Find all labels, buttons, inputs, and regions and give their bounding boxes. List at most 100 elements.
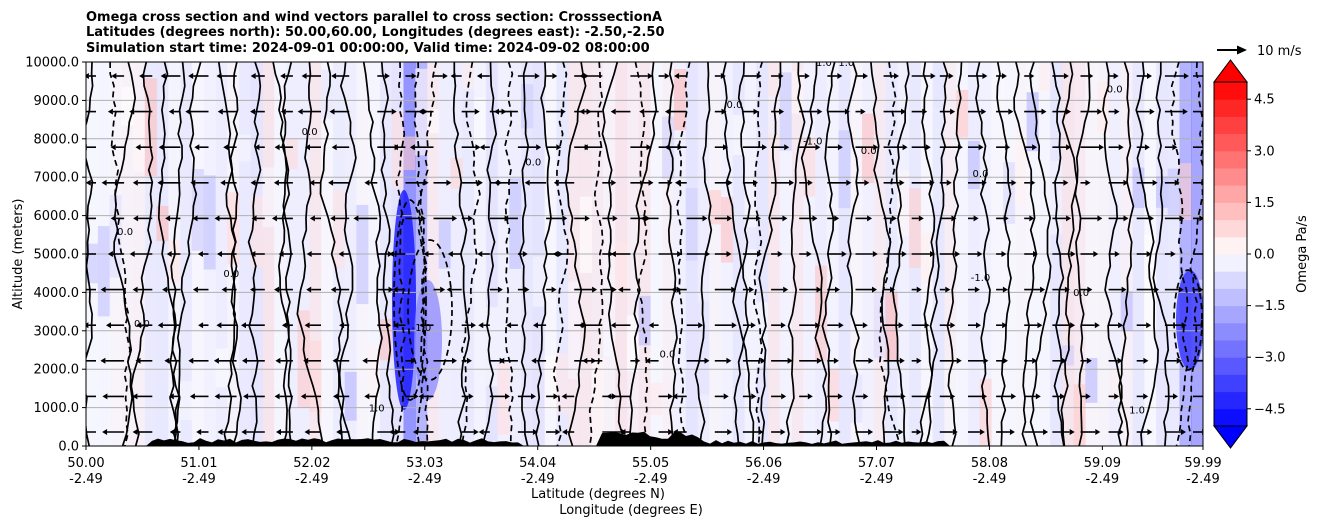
omega-blob	[485, 307, 499, 387]
wind-vector-head	[753, 108, 759, 115]
wind-vector-head	[274, 393, 280, 400]
wind-vector-head	[1118, 144, 1124, 151]
wind-vector-head	[982, 393, 987, 400]
wind-vector-head	[721, 108, 727, 115]
wind-vector-head	[281, 322, 287, 329]
wind-vector-head	[582, 357, 588, 364]
wind-vector-head	[165, 215, 171, 222]
wind-vector-head	[610, 251, 616, 257]
wind-vector-head	[477, 179, 483, 186]
wind-vector-head	[872, 251, 878, 257]
wind-vector-head	[702, 215, 708, 222]
wind-vector-head	[304, 429, 310, 435]
wind-vector-head	[1032, 144, 1038, 151]
wind-vector-head	[807, 179, 813, 186]
omega-blob	[427, 109, 440, 134]
wind-vector-head	[86, 73, 89, 79]
wind-vector-head	[950, 393, 956, 400]
wind-vector-head	[133, 215, 139, 222]
wind-vector-head	[503, 215, 509, 222]
wind-vector-head	[532, 429, 538, 435]
colorbar-segment	[1214, 219, 1247, 238]
omega-blob	[262, 167, 275, 227]
contour-positive	[1152, 62, 1170, 446]
wind-vector-head	[331, 144, 337, 151]
wind-vector-head	[837, 144, 843, 151]
wind-vector-head	[665, 108, 670, 115]
wind-vector-head	[536, 144, 542, 151]
wind-vector-head	[833, 357, 839, 364]
wind-vector-head	[102, 429, 108, 435]
wind-vector-head	[698, 322, 704, 329]
wind-vector-head	[1033, 251, 1038, 257]
omega-blob	[1073, 384, 1087, 446]
wind-vector-head	[646, 144, 652, 151]
wind-vector-head	[727, 215, 733, 222]
wind-vector-head	[1114, 251, 1120, 257]
wind-vector-head	[1182, 108, 1188, 115]
wind-vector-head	[393, 322, 399, 329]
wind-vector-head	[868, 429, 874, 435]
wind-vector-head	[672, 393, 678, 400]
wind-vector-head	[474, 108, 480, 115]
wind-vector-head	[723, 393, 729, 400]
wind-vector-head	[1172, 144, 1178, 151]
wind-vector-head	[1198, 286, 1203, 293]
wind-vector-head	[1181, 429, 1186, 435]
wind-vector-head	[196, 429, 202, 435]
wind-vector-head	[1063, 179, 1069, 186]
colorbar-tick-label: 3.0	[1254, 144, 1275, 159]
wind-vector-head	[194, 144, 200, 151]
wind-vector-head	[477, 251, 483, 257]
wind-vector-head	[817, 108, 823, 115]
chart-title-line-2: Latitudes (degrees north): 50.00,60.00, …	[86, 25, 665, 40]
wind-vector-head	[1118, 429, 1124, 435]
wind-vector-head	[562, 429, 568, 435]
wind-vector-head	[807, 393, 813, 400]
y-tick-label: 4000.0	[34, 286, 80, 301]
wind-vector-head	[648, 179, 654, 186]
wind-vector-head	[781, 393, 787, 400]
wind-vector-head	[413, 429, 418, 435]
wind-vector-head	[1147, 429, 1153, 435]
colorbar-tick-label: 4.5	[1254, 93, 1275, 108]
y-tick-label: 0.0	[58, 440, 79, 455]
contour-label: 0.0	[973, 169, 989, 180]
x-tick-label-lon: -2.49	[973, 472, 1007, 487]
wind-vector-head	[499, 357, 505, 364]
contour-label: 0.0	[302, 127, 318, 138]
wind-vector-head	[873, 144, 879, 151]
y-tick-label: 2000.0	[34, 363, 80, 378]
wind-vector-head	[1005, 144, 1011, 151]
wind-vector-head	[79, 215, 84, 221]
wind-vector-head	[789, 179, 795, 186]
wind-vector-head	[704, 357, 710, 364]
wind-vector-head	[111, 73, 117, 79]
wind-vector-head	[1066, 215, 1072, 222]
wind-vector-head	[620, 429, 626, 435]
contour-label: -1.0	[971, 273, 991, 284]
wind-vector-head	[726, 251, 732, 257]
wind-vector-head	[838, 322, 844, 329]
wind-vector-head	[779, 108, 785, 115]
wind-vector-head	[901, 108, 906, 115]
wind-vector-head	[582, 144, 588, 151]
colorbar-segment	[1214, 168, 1247, 186]
wind-vector-head	[1099, 144, 1104, 151]
wind-vector-head	[309, 179, 315, 186]
wind-vector-head	[471, 322, 476, 329]
wind-vector-head	[1093, 251, 1099, 257]
wind-vector-head	[640, 215, 646, 222]
wind-vector-head	[388, 286, 394, 293]
wind-vector-head	[473, 429, 479, 435]
wind-vector-head	[902, 144, 908, 151]
wind-vector-head	[834, 215, 840, 222]
wind-vector-head	[524, 286, 530, 293]
omega-blob	[332, 189, 346, 269]
wind-vector-head	[930, 251, 935, 257]
wind-vector-head	[413, 393, 419, 400]
y-tick-label: 3000.0	[34, 324, 80, 339]
wind-vector-head	[925, 144, 931, 151]
wind-vector-head	[1207, 358, 1212, 364]
wind-vector-head	[1029, 215, 1035, 222]
